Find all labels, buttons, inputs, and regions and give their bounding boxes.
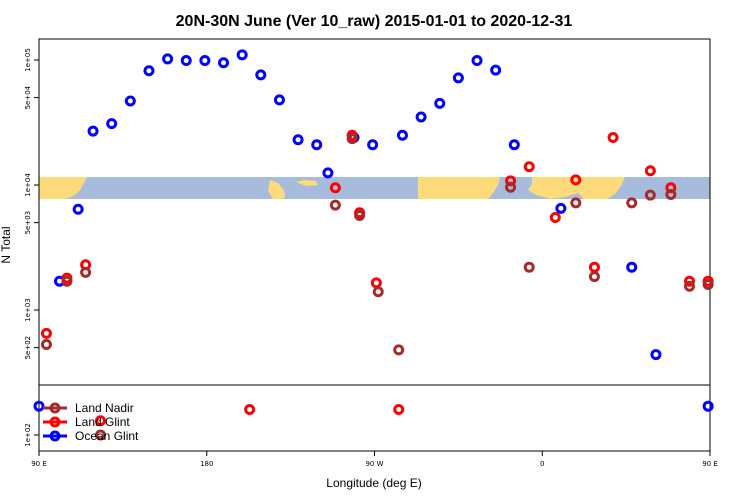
point-ocean-glint — [415, 111, 427, 123]
x-axis: 90 E 180 90 W 0 90 E — [31, 450, 718, 468]
series-land-nadir — [40, 133, 714, 441]
world-map-strip — [39, 177, 710, 199]
legend-marker-land-glint — [49, 416, 61, 428]
y-tick-label: 5e+03 — [24, 211, 32, 235]
chart-title: 20N-30N June (Ver 10_raw) 2015-01-01 to … — [176, 13, 573, 30]
point-ocean-glint — [367, 139, 379, 151]
point-ocean-glint — [626, 261, 638, 273]
point-land-nadir — [393, 344, 405, 356]
point-land-nadir — [354, 210, 366, 222]
point-land-nadir — [665, 188, 677, 200]
x-axis-label: Longitude (deg E) — [326, 476, 421, 490]
legend-label-land-glint: Land Glint — [75, 415, 130, 429]
point-ocean-glint — [702, 400, 714, 412]
legend-item-land-nadir: Land Nadir — [43, 401, 134, 415]
point-ocean-glint — [471, 55, 483, 67]
x-tick-label: 90 E — [702, 460, 718, 468]
y-tick-label: 1e+03 — [24, 298, 32, 322]
point-ocean-glint — [650, 349, 662, 361]
point-land-nadir — [626, 197, 638, 209]
legend-marker-land-nadir — [49, 402, 61, 414]
point-land-nadir — [702, 278, 714, 290]
point-land-glint — [549, 211, 561, 223]
map-land-mexico-baja — [268, 180, 285, 199]
x-tick-label: 90 W — [365, 460, 383, 468]
point-ocean-glint — [236, 49, 248, 61]
legend-marker-ocean-glint — [49, 430, 61, 442]
point-ocean-glint — [72, 203, 84, 215]
point-land-glint — [570, 174, 582, 186]
point-land-glint — [505, 175, 517, 187]
point-ocean-glint — [180, 55, 192, 67]
point-land-nadir — [372, 286, 384, 298]
point-ocean-glint — [143, 65, 155, 77]
point-land-glint — [40, 327, 52, 339]
map-land-cuba — [296, 180, 318, 186]
point-land-glint — [244, 403, 256, 415]
point-land-nadir — [346, 133, 358, 145]
point-ocean-glint — [490, 64, 502, 76]
legend-label-ocean-glint: Ocean Glint — [75, 429, 139, 443]
point-ocean-glint — [106, 118, 118, 130]
point-land-nadir — [505, 181, 517, 193]
map-land-africa-asia — [418, 177, 500, 199]
point-ocean-glint — [311, 139, 323, 151]
point-ocean-glint — [292, 134, 304, 146]
y-axis: 1e+02 5e+02 1e+03 5e+03 1e+04 5e+04 1e+05 — [24, 48, 39, 447]
map-land-arabia-asia — [528, 177, 625, 199]
data-points — [33, 49, 714, 441]
point-land-glint — [329, 182, 341, 194]
point-land-nadir — [80, 266, 92, 278]
point-land-glint — [523, 161, 535, 173]
point-land-glint — [683, 275, 695, 287]
x-tick-label: 90 E — [31, 460, 47, 468]
point-land-nadir — [523, 261, 535, 273]
point-land-nadir — [329, 199, 341, 211]
point-ocean-glint — [322, 167, 334, 179]
point-ocean-glint — [508, 139, 520, 151]
point-ocean-glint — [87, 125, 99, 137]
point-ocean-glint — [199, 55, 211, 67]
point-ocean-glint — [452, 72, 464, 84]
point-ocean-glint — [396, 129, 408, 141]
point-land-nadir — [61, 275, 73, 287]
x-tick-label: 0 — [540, 460, 544, 468]
map-land-americas — [39, 177, 87, 199]
point-ocean-glint — [434, 97, 446, 109]
series-ocean-glint — [33, 49, 714, 412]
x-tick-label: 180 — [200, 460, 213, 468]
legend-item-land-glint: Land Glint — [43, 415, 130, 429]
legend-label-land-nadir: Land Nadir — [75, 401, 134, 415]
point-land-nadir — [40, 338, 52, 350]
point-land-glint — [607, 131, 619, 143]
y-tick-label: 1e+05 — [24, 48, 32, 72]
point-ocean-glint — [273, 94, 285, 106]
point-ocean-glint — [162, 53, 174, 65]
y-tick-label: 1e+02 — [24, 423, 32, 447]
legend: Land Nadir Land Glint Ocean Glint — [43, 401, 139, 443]
point-land-glint — [644, 165, 656, 177]
point-land-nadir — [683, 280, 695, 292]
point-ocean-glint — [555, 202, 567, 214]
point-ocean-glint — [255, 69, 267, 81]
y-tick-label: 5e+04 — [24, 85, 32, 109]
legend-item-ocean-glint: Ocean Glint — [43, 429, 139, 443]
point-land-nadir — [570, 197, 582, 209]
point-ocean-glint — [33, 400, 45, 412]
y-tick-label: 1e+04 — [24, 173, 32, 197]
point-land-nadir — [95, 429, 107, 441]
point-ocean-glint — [218, 57, 230, 69]
point-land-glint — [95, 415, 107, 427]
y-axis-label: N Total — [0, 226, 13, 263]
point-land-nadir — [588, 271, 600, 283]
y-tick-label: 5e+02 — [24, 336, 32, 360]
point-ocean-glint — [124, 95, 136, 107]
point-land-nadir — [644, 189, 656, 201]
point-land-glint — [393, 403, 405, 415]
